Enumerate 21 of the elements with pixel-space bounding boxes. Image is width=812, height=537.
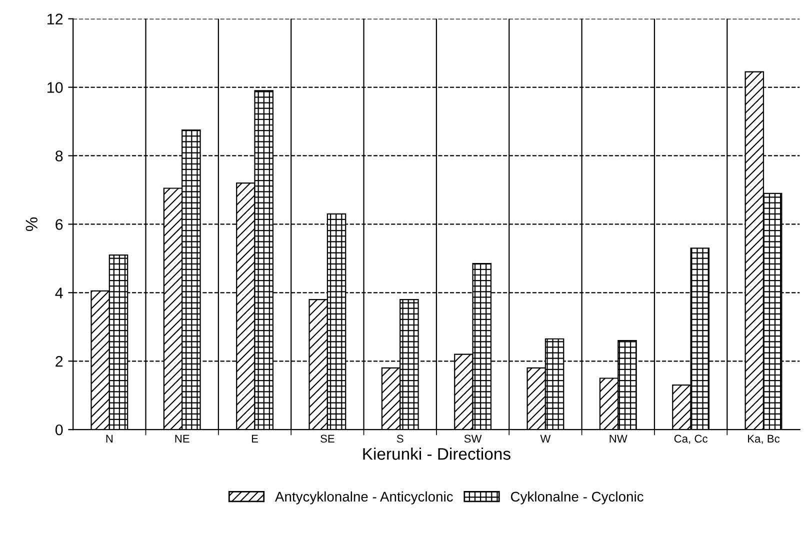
- y-tick-label: 6: [56, 219, 63, 230]
- x-tick-label: S: [396, 434, 404, 443]
- y-tick-label: 2: [56, 356, 63, 367]
- x-tick-label: NE: [175, 434, 190, 443]
- y-axis-title: %: [26, 217, 38, 232]
- x-tick-label: SW: [464, 434, 482, 443]
- x-tick-label: N: [106, 434, 113, 443]
- x-tick-label: Ka, Bc: [748, 434, 780, 444]
- legend-label: Antycyklonalne - Anticyclonic: [274, 491, 453, 504]
- y-tick-label: 4: [55, 288, 63, 298]
- x-tick-label: Ca, Cc: [674, 434, 708, 444]
- x-tick-label: NW: [610, 434, 628, 443]
- legend-label: Cyklonalne - Cyclonic: [510, 491, 644, 504]
- y-tick-label: 8: [56, 150, 63, 162]
- x-tick-label: W: [540, 434, 551, 443]
- x-tick-label: E: [252, 434, 258, 443]
- x-axis-title: Kierunki - Directions: [363, 448, 510, 460]
- x-tick-label: SE: [320, 434, 334, 443]
- y-tick-label: 10: [48, 82, 63, 93]
- y-tick-label: 0: [55, 424, 63, 436]
- y-tick-label: 12: [48, 14, 63, 24]
